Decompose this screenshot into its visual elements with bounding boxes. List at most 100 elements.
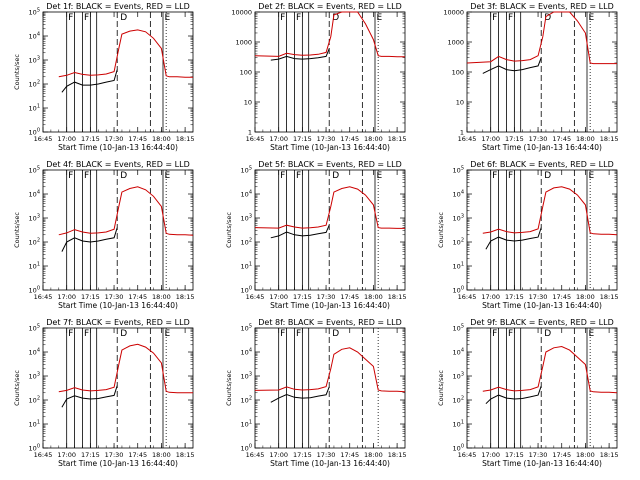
- plot-frame: [466, 327, 618, 449]
- x-tick-label: 17:30: [529, 135, 548, 143]
- x-tick-label: 16:45: [458, 293, 477, 301]
- x-tick-label: 18:00: [576, 451, 595, 459]
- y-tick-label: 105: [29, 324, 40, 333]
- x-axis-label: Start Time (10-Jan-13 16:44:40): [482, 143, 602, 152]
- x-tick-label: 18:15: [176, 451, 195, 459]
- y-tick-label: 103: [453, 372, 464, 381]
- x-tick-label: 17:00: [269, 293, 288, 301]
- series-line-lld: [58, 186, 194, 236]
- flag-label: F: [508, 13, 513, 23]
- x-axis-label: Start Time (10-Jan-13 16:44:40): [58, 301, 178, 310]
- x-tick-label: 17:45: [552, 293, 571, 301]
- y-tick-label: 102: [453, 238, 464, 247]
- y-tick-label: 103: [29, 214, 40, 223]
- x-tick-label: 17:45: [552, 451, 571, 459]
- flag-label: E: [589, 171, 595, 181]
- x-axis-label: Start Time (10-Jan-13 16:44:40): [58, 143, 178, 152]
- flag-label: D: [332, 171, 339, 181]
- y-tick-label: 104: [29, 348, 40, 357]
- flag-label: F: [280, 13, 285, 23]
- x-tick-label: 18:00: [152, 293, 171, 301]
- x-tick-label: 17:00: [269, 135, 288, 143]
- y-tick-label: 101: [29, 262, 40, 271]
- panel-det-5: 100 101 102 103 104 105 16:45 17:00 17:15 17:30 17…: [225, 160, 406, 310]
- y-tick-label: 10: [456, 99, 464, 107]
- series-line-lld: [254, 347, 406, 393]
- x-tick-label: 16:45: [246, 135, 265, 143]
- panel-title: Det 8f: BLACK = Events, RED = LLD: [258, 318, 402, 327]
- y-tick-label: 103: [241, 214, 252, 223]
- series-line-lld: [482, 186, 618, 236]
- x-tick-label: 17:30: [529, 293, 548, 301]
- flag-label: F: [68, 171, 73, 181]
- x-tick-label: 17:15: [505, 135, 524, 143]
- y-tick-label: 100: [453, 444, 464, 453]
- x-tick-label: 16:45: [458, 451, 477, 459]
- x-tick-label: 17:45: [128, 135, 147, 143]
- x-axis-label: Start Time (10-Jan-13 16:44:40): [58, 459, 178, 468]
- plot-frame: [254, 11, 406, 133]
- x-tick-label: 18:15: [388, 135, 407, 143]
- y-axis-label: Counts/sec: [13, 54, 21, 90]
- x-tick-label: 18:15: [388, 451, 407, 459]
- x-tick-label: 16:45: [458, 135, 477, 143]
- x-tick-label: 18:15: [600, 293, 619, 301]
- x-tick-label: 17:15: [81, 451, 100, 459]
- y-tick-label: 104: [29, 32, 40, 41]
- x-tick-label: 18:15: [176, 293, 195, 301]
- flag-label: F: [84, 171, 89, 181]
- flag-label: F: [68, 13, 73, 23]
- flag-label: F: [508, 171, 513, 181]
- y-tick-label: 102: [29, 80, 40, 89]
- y-tick-label: 103: [29, 372, 40, 381]
- y-tick-label: 1: [248, 129, 252, 137]
- panel-title: Det 9f: BLACK = Events, RED = LLD: [470, 318, 614, 327]
- y-axis-label: Counts/sec: [13, 212, 21, 248]
- panel-det-8: 100 101 102 103 104 105 16:45 17:00 17:15 17:30 17…: [225, 318, 406, 468]
- x-axis-label: Start Time (10-Jan-13 16:44:40): [270, 143, 390, 152]
- flag-label: D: [544, 171, 551, 181]
- series-line-events: [485, 227, 542, 250]
- y-tick-label: 10000: [443, 9, 464, 17]
- x-tick-label: 16:45: [34, 135, 53, 143]
- flag-label: E: [589, 329, 595, 339]
- flag-label: D: [120, 171, 127, 181]
- panel-det-2: 1 10 100 1000 10000 16:45 17:00 17:15 17:30 17:45…: [231, 2, 406, 152]
- y-tick-label: 10000: [231, 9, 252, 17]
- x-tick-label: 18:00: [364, 451, 383, 459]
- panel-title: Det 3f: BLACK = Events, RED = LLD: [470, 2, 614, 11]
- flag-label: F: [296, 171, 301, 181]
- flag-label: D: [544, 13, 551, 23]
- y-tick-label: 105: [453, 166, 464, 175]
- x-tick-label: 18:00: [152, 451, 171, 459]
- y-tick-label: 101: [29, 420, 40, 429]
- flag-label: E: [165, 171, 171, 181]
- flag-label: F: [280, 171, 285, 181]
- y-tick-label: 100: [453, 286, 464, 295]
- series-line-events: [270, 225, 330, 239]
- y-tick-label: 103: [241, 372, 252, 381]
- panel-det-1: 100 101 102 103 104 105 16:45 17:00 17:15 17:30 17…: [13, 2, 194, 152]
- flag-label: E: [377, 13, 383, 23]
- series-line-events: [61, 69, 118, 93]
- flag-label: F: [84, 329, 89, 339]
- panel-title: Det 5f: BLACK = Events, RED = LLD: [258, 160, 402, 169]
- y-tick-label: 104: [453, 348, 464, 357]
- x-tick-label: 16:45: [246, 293, 265, 301]
- y-tick-label: 105: [29, 8, 40, 17]
- y-tick-label: 104: [241, 348, 252, 357]
- flag-label: F: [84, 13, 89, 23]
- x-axis-label: Start Time (10-Jan-13 16:44:40): [270, 459, 390, 468]
- y-tick-label: 1: [460, 129, 464, 137]
- flag-label: E: [377, 171, 383, 181]
- flag-label: E: [589, 13, 595, 23]
- x-tick-label: 17:15: [505, 293, 524, 301]
- series-line-events: [61, 227, 118, 252]
- flag-label: F: [280, 329, 285, 339]
- y-axis-label: Counts/sec: [437, 370, 445, 406]
- series-line-events: [482, 57, 542, 74]
- x-tick-label: 17:30: [105, 451, 124, 459]
- panel-det-4: 100 101 102 103 104 105 16:45 17:00 17:15 17:30 17…: [13, 160, 194, 310]
- x-tick-label: 18:15: [600, 451, 619, 459]
